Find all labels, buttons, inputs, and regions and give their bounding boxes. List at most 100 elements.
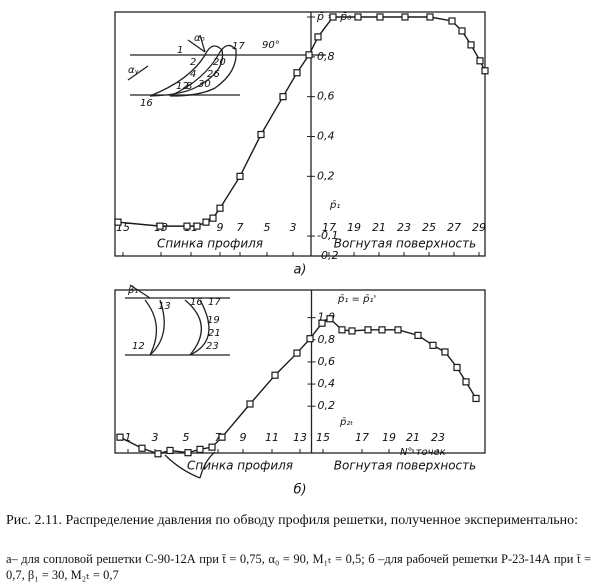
annotation: 12 <box>132 341 145 352</box>
chart-label: б) <box>293 483 306 498</box>
data-point <box>329 13 337 21</box>
annotation: 16 <box>190 297 203 308</box>
annotation: 17 <box>208 297 221 308</box>
x-tick-label: 17 <box>322 221 336 234</box>
x-tick-label: 21 <box>406 431 420 444</box>
annotation: 19 <box>207 315 220 326</box>
annotation: 16 <box>140 98 153 109</box>
data-point <box>414 331 422 339</box>
data-point <box>279 93 287 101</box>
data-point <box>184 449 192 457</box>
x-tick-label: 5 <box>264 221 271 234</box>
data-point <box>426 13 434 21</box>
frame <box>114 11 486 257</box>
y-tick-label: -0,2 <box>317 249 338 262</box>
annotation: 20 <box>213 57 226 68</box>
x-tick-label: 17 <box>355 431 369 444</box>
data-point <box>462 378 470 386</box>
data-point <box>348 327 356 335</box>
x-tick-label: 9 <box>240 431 247 444</box>
data-point <box>293 349 301 357</box>
annotation: α₀ <box>194 33 205 44</box>
annotation: 2 <box>190 57 196 68</box>
x-tick-label: 15 <box>316 431 330 444</box>
data-point <box>441 348 449 356</box>
x-tick-label: 3 <box>152 431 159 444</box>
charts: -0,2-0,10,20,40,60,8p̄ = p̄₀151311975317… <box>114 10 489 498</box>
data-point <box>305 51 313 59</box>
annotation: p̄₁ = p̄₁' <box>337 294 376 305</box>
caption-title: Рис. 2.11. Распределение давления по обв… <box>6 513 579 528</box>
data-point <box>202 218 210 226</box>
data-point <box>364 326 372 334</box>
data-point <box>458 27 466 35</box>
x-tick-label: 7 <box>215 431 222 444</box>
data-point <box>271 371 279 379</box>
data-point <box>114 218 122 226</box>
data-point <box>154 450 162 458</box>
region-label: Вогнутая поверхность <box>334 237 476 251</box>
data-point <box>116 433 124 441</box>
data-point <box>453 363 461 372</box>
x-tick-label: 19 <box>382 431 396 444</box>
y-tick-label: 0,6 <box>317 90 335 103</box>
data-point <box>448 17 456 25</box>
annotation: 23 <box>206 341 219 352</box>
y-tick-label: 0,4 <box>317 130 335 143</box>
data-point <box>472 394 480 403</box>
data-point <box>394 326 402 334</box>
annotation: 17 <box>232 41 245 52</box>
annotation: p̄₂ₜ <box>339 417 353 428</box>
x-tick-label: 5 <box>183 431 190 444</box>
data-point <box>246 400 254 408</box>
annotation: p̄₁ <box>329 200 340 211</box>
x-tick-label: 13 <box>293 431 307 444</box>
annotation: 30 <box>198 79 211 90</box>
data-point <box>467 41 475 49</box>
annotation: 26 <box>207 69 220 80</box>
x-tick-label: 19 <box>347 221 361 234</box>
annotation: β₁ <box>127 285 138 296</box>
region-label: Спинка профиля <box>157 237 263 251</box>
data-point <box>183 222 191 230</box>
y-tick-label: 0,4 <box>318 377 336 390</box>
chart-label: а) <box>293 263 306 278</box>
x-tick-label: 7 <box>237 221 244 234</box>
annotation: αᵧ <box>128 65 139 76</box>
caption-text: а– для сопловой решетки С-90-12А при t̄ … <box>6 552 591 582</box>
data-point <box>318 319 326 327</box>
annotation: 8 <box>186 81 192 92</box>
data-point <box>376 13 384 21</box>
annotation: 1 <box>177 45 183 56</box>
data-point <box>138 444 146 452</box>
y-tick-label: 0,8 <box>317 50 335 63</box>
annotation: 21 <box>208 328 221 339</box>
data-point <box>476 57 484 65</box>
data-point <box>166 446 174 455</box>
data-point <box>218 433 226 441</box>
x-tick-label: 23 <box>431 431 445 444</box>
data-point <box>314 33 322 41</box>
data-point <box>401 13 409 21</box>
data-point <box>156 222 164 230</box>
annotation: 90° <box>262 40 280 51</box>
x-tick-label: 21 <box>372 221 386 234</box>
y-tick-label: 0,2 <box>317 169 335 182</box>
x-tick-label: 3 <box>290 221 297 234</box>
x-tick-label: 27 <box>447 221 461 234</box>
x-tick-label: 25 <box>422 221 436 234</box>
x-tick-label: 23 <box>397 221 411 234</box>
region-label: Спинка профиля <box>187 459 293 473</box>
data-point <box>209 214 217 222</box>
y-tick-label: 0,2 <box>318 399 336 412</box>
x-tick-label: 1 <box>125 431 132 444</box>
annotation: 4 <box>190 69 196 80</box>
region-label: Вогнутая поверхность <box>334 459 476 473</box>
annotation: N° точек <box>400 447 446 458</box>
frame <box>114 289 486 454</box>
data-point <box>326 315 334 323</box>
y-tick-label: 0,6 <box>318 355 336 368</box>
data-point <box>429 341 437 349</box>
data-point <box>306 335 314 343</box>
